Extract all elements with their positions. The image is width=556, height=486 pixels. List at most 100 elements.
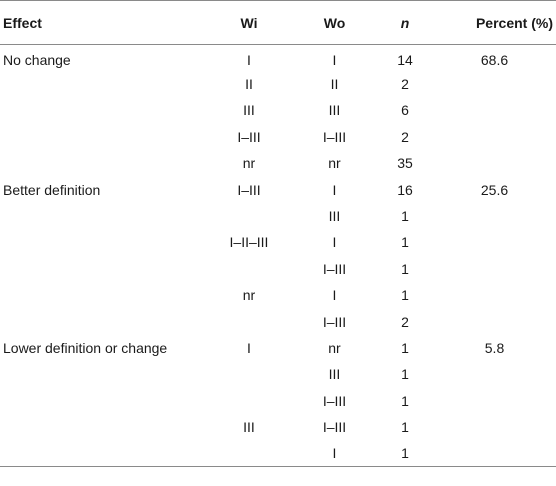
cell-effect: Lower definition or change [3,339,168,356]
cell-wo: III [328,366,341,383]
cell-wi: II [245,76,253,93]
effect-table: Effect Wi Wo n Percent (%) No change I I 14… [0,0,556,468]
cell-percent [433,203,556,229]
cell-percent [433,124,556,150]
cell-percent: 68.6 [480,51,509,68]
table-row: III I–III 1 [0,414,556,440]
cell-n: 1 [401,392,409,409]
cell-effect [0,388,206,414]
table-row: I–II–III I 1 [0,229,556,255]
table-row: nr nr 35 [0,150,556,176]
cell-wo: I [332,234,337,251]
table-row: No change I I 14 68.6 [0,45,556,71]
cell-effect [0,282,206,308]
cell-effect [0,414,206,440]
cell-effect [0,440,206,468]
cell-wi [206,256,292,282]
cell-wo: I–III [322,128,347,145]
cell-wi: nr [242,155,256,172]
cell-n: 35 [397,155,413,172]
header-row: Effect Wi Wo n Percent (%) [0,0,556,45]
cell-wo: I [332,287,337,304]
cell-n: 1 [401,208,409,225]
cell-effect [0,203,206,229]
cell-wi: nr [242,287,256,304]
header-percent: Percent (%) [433,0,556,45]
cell-wo: II [330,76,339,93]
table-body: No change I I 14 68.6 II II 2 III III 6 I–III I–III 2… [0,45,556,468]
cell-wi [206,388,292,414]
cell-percent [433,97,556,123]
cell-n: 1 [401,234,409,251]
table-row: I–III I–III 2 [0,124,556,150]
table-header: Effect Wi Wo n Percent (%) [0,0,556,45]
cell-n: 1 [401,366,409,383]
cell-percent [433,150,556,176]
table-row: II II 2 [0,71,556,97]
cell-n: 1 [401,287,409,304]
cell-n: 14 [397,51,413,68]
cell-percent [433,71,556,97]
cell-effect [0,150,206,176]
cell-effect [0,97,206,123]
cell-percent [433,361,556,387]
cell-effect [0,361,206,387]
cell-wi: I–III [237,128,261,145]
cell-wi [206,308,292,334]
cell-n: 6 [401,102,409,119]
cell-wo: I–III [322,313,347,330]
table-row: III 1 [0,361,556,387]
cell-percent [433,229,556,255]
cell-effect [0,124,206,150]
cell-percent [433,414,556,440]
cell-n: 1 [401,339,409,356]
cell-effect: Better definition [3,181,101,198]
cell-wi [206,203,292,229]
cell-n: 2 [401,128,409,145]
cell-percent: 5.8 [484,339,505,356]
table-row: nr I 1 [0,282,556,308]
cell-percent [433,256,556,282]
cell-percent [433,388,556,414]
cell-percent: 25.6 [480,181,509,198]
cell-wi: I [247,339,251,356]
header-n: n [377,0,433,45]
cell-wi: III [243,102,255,119]
cell-effect [0,256,206,282]
header-wi: Wi [206,0,292,45]
cell-effect [0,71,206,97]
cell-percent [433,308,556,334]
cell-effect: No change [3,51,71,68]
table-row: I–III 1 [0,256,556,282]
header-wo: Wo [292,0,377,45]
cell-percent [433,440,556,468]
cell-n: 2 [401,313,409,330]
cell-wo: III [328,102,341,119]
header-effect: Effect [0,0,206,45]
cell-wo: III [328,208,341,225]
cell-wo: I [332,181,337,198]
cell-wo: I–III [322,419,347,436]
table-row: III III 6 [0,97,556,123]
cell-wo: I–III [322,260,347,277]
cell-percent [433,282,556,308]
table-row: I–III 2 [0,308,556,334]
cell-n: 1 [377,440,433,468]
cell-wo: nr [328,339,341,356]
cell-wi: I–III [237,181,261,198]
table-row: Better definition I–III I 16 25.6 [0,176,556,202]
cell-n: 1 [401,419,409,436]
cell-wo: I [292,440,377,468]
cell-wi: I–II–III [229,234,269,251]
cell-effect [0,308,206,334]
cell-n: 2 [401,76,409,93]
cell-wo: I–III [322,392,347,409]
cell-n: 16 [397,181,413,198]
cell-wo: nr [328,155,341,172]
cell-wi [206,440,292,468]
table-row: I–III 1 [0,388,556,414]
cell-wi: III [243,419,255,436]
cell-wi [206,361,292,387]
